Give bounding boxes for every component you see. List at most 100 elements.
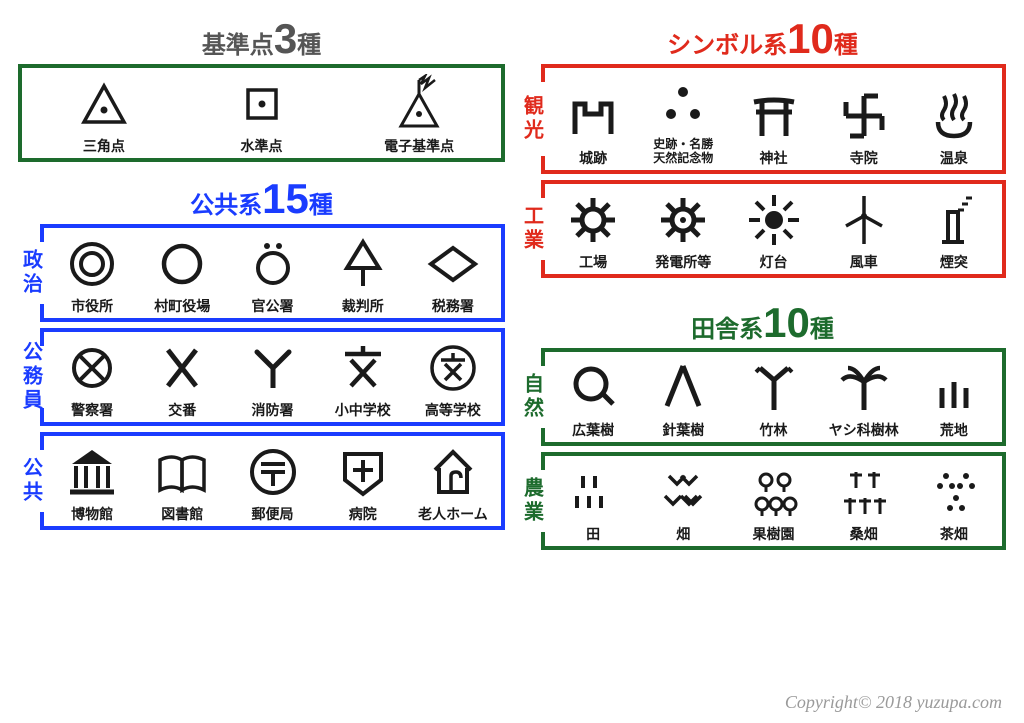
fusha-icon bbox=[834, 190, 894, 250]
section-kokyo: 公共系15種 政治市役所村町役場官公署裁判所税務署公務員警察署交番消防署小中学校… bbox=[18, 178, 505, 536]
kokyo-title-num: 15 bbox=[262, 175, 309, 222]
symbol-label: 村町役場 bbox=[154, 298, 210, 314]
group: 自然広葉樹針葉樹竹林ヤシ科樹林荒地 bbox=[519, 348, 1006, 446]
shinyo-icon bbox=[653, 358, 713, 418]
symbol-label: 果樹園 bbox=[753, 526, 795, 542]
symbol-label: 官公署 bbox=[252, 298, 294, 314]
section-inaka: 田舎系10種 自然広葉樹針葉樹竹林ヤシ科樹林荒地農業田畑果樹園桑畑茶畑 bbox=[519, 302, 1006, 556]
symbol-item: 工場 bbox=[549, 190, 637, 270]
symbol-item: 高等学校 bbox=[409, 338, 497, 418]
symbol-label: 茶畑 bbox=[940, 526, 968, 542]
kokyo-title-pre: 公共系 bbox=[190, 192, 262, 219]
symbol-title-pre: シンボル系 bbox=[667, 32, 787, 59]
symbol-label: 老人ホーム bbox=[418, 506, 488, 522]
kojo-icon bbox=[563, 190, 623, 250]
symbol-item: 針葉樹 bbox=[639, 358, 727, 438]
symbol-label: 裁判所 bbox=[342, 298, 384, 314]
section-symbol: シンボル系10種 観光城跡史跡・名勝天然記念物神社寺院温泉工業工場発電所等灯台風… bbox=[519, 18, 1006, 284]
onsen-icon bbox=[924, 86, 984, 146]
inaka-title-pre: 田舎系 bbox=[691, 316, 763, 343]
symbol-label: 消防署 bbox=[252, 402, 294, 418]
symbol-label: 水準点 bbox=[241, 138, 283, 154]
inaka-groups: 自然広葉樹針葉樹竹林ヤシ科樹林荒地農業田畑果樹園桑畑茶畑 bbox=[519, 348, 1006, 550]
symbol-label: 工場 bbox=[579, 254, 607, 270]
group-box: 博物館図書館郵便局病院 老人ホーム bbox=[44, 432, 505, 530]
page: 基準点3種 三角点水準点電子基準点 公共系15種 政治市役所村町役場官公署裁判所… bbox=[18, 18, 1006, 556]
ta-icon bbox=[563, 462, 623, 522]
symbol-item: 市役所 bbox=[48, 234, 136, 314]
kijun-title: 基準点3種 bbox=[18, 18, 505, 60]
shiseki-icon bbox=[653, 74, 713, 134]
symbol-title-num: 10 bbox=[787, 15, 834, 62]
symbol-label: 寺院 bbox=[850, 150, 878, 166]
inaka-title-suf: 種 bbox=[810, 316, 834, 343]
group-box: 城跡史跡・名勝天然記念物 神社 寺院 温泉 bbox=[545, 64, 1006, 174]
symbol-item: 裁判所 bbox=[319, 234, 407, 314]
symbol-item: 老人ホーム bbox=[409, 442, 497, 522]
jinja-icon bbox=[744, 86, 804, 146]
kijun-box: 三角点水準点電子基準点 bbox=[18, 64, 505, 162]
koko-icon bbox=[423, 338, 483, 398]
symbol-label: 神社 bbox=[760, 150, 788, 166]
symbol-item: 温泉 bbox=[910, 74, 998, 166]
hatsudensho-icon bbox=[653, 190, 713, 250]
symbol-label: 畑 bbox=[676, 526, 690, 542]
yashi-icon bbox=[834, 358, 894, 418]
symbol-item: 畑 bbox=[639, 462, 727, 542]
saibansho-icon bbox=[333, 234, 393, 294]
symbol-item: 図書館 bbox=[138, 442, 226, 522]
symbol-item: 茶畑 bbox=[910, 462, 998, 542]
symbol-label: 交番 bbox=[168, 402, 196, 418]
right-column: シンボル系10種 観光城跡史跡・名勝天然記念物神社寺院温泉工業工場発電所等灯台風… bbox=[519, 18, 1006, 556]
zeimusho-icon bbox=[423, 234, 483, 294]
symbol-label: 温泉 bbox=[940, 150, 968, 166]
group-box: 市役所 村町役場 官公署 裁判所 税務署 bbox=[44, 224, 505, 322]
kokyo-title: 公共系15種 bbox=[18, 178, 505, 220]
gakko-icon bbox=[333, 338, 393, 398]
symbol-item: 交番 bbox=[138, 338, 226, 418]
symbol-item: 史跡・名勝天然記念物 bbox=[639, 74, 727, 166]
jiin-icon bbox=[834, 86, 894, 146]
symbol-item: 税務署 bbox=[409, 234, 497, 314]
symbol-item: 寺院 bbox=[820, 74, 908, 166]
suijun-icon bbox=[232, 74, 292, 134]
group: 公務員警察署交番消防署小中学校高等学校 bbox=[18, 328, 505, 426]
kijun-group: 三角点水準点電子基準点 bbox=[18, 64, 505, 162]
inaka-title-num: 10 bbox=[763, 299, 810, 346]
section-kijun: 基準点3種 三角点水準点電子基準点 bbox=[18, 18, 505, 168]
symbol-label: 史跡・名勝天然記念物 bbox=[653, 138, 713, 166]
shobosho-icon bbox=[243, 338, 303, 398]
symbol-label: 小中学校 bbox=[335, 402, 391, 418]
symbol-item: 三角点 bbox=[26, 74, 182, 154]
hatake-icon bbox=[653, 462, 713, 522]
inaka-title: 田舎系10種 bbox=[519, 302, 1006, 344]
symbol-label: 針葉樹 bbox=[662, 422, 704, 438]
symbol-item: 病院 bbox=[319, 442, 407, 522]
symbol-label: 市役所 bbox=[71, 298, 113, 314]
symbol-item: ヤシ科樹林 bbox=[820, 358, 908, 438]
symbol-item: 郵便局 bbox=[228, 442, 316, 522]
rojin-icon bbox=[423, 442, 483, 502]
group: 工業工場発電所等灯台風車煙突 bbox=[519, 180, 1006, 278]
symbol-label: 煙突 bbox=[940, 254, 968, 270]
todai-icon bbox=[744, 190, 804, 250]
symbol-item: 博物館 bbox=[48, 442, 136, 522]
symbol-label: 税務署 bbox=[432, 298, 474, 314]
symbol-label: 荒地 bbox=[940, 422, 968, 438]
kankosho-icon bbox=[243, 234, 303, 294]
symbol-item: 灯台 bbox=[729, 190, 817, 270]
symbol-item: 煙突 bbox=[910, 190, 998, 270]
symbol-item: 神社 bbox=[729, 74, 817, 166]
denshi-icon bbox=[389, 74, 449, 134]
kijun-title-num: 3 bbox=[274, 15, 297, 62]
yubin-icon bbox=[243, 442, 303, 502]
symbol-item: 小中学校 bbox=[319, 338, 407, 418]
symbol-item: 城跡 bbox=[549, 74, 637, 166]
chikurin-icon bbox=[744, 358, 804, 418]
symbol-item: 果樹園 bbox=[729, 462, 817, 542]
symbol-item: 田 bbox=[549, 462, 637, 542]
symbol-groups: 観光城跡史跡・名勝天然記念物神社寺院温泉工業工場発電所等灯台風車煙突 bbox=[519, 64, 1006, 278]
left-column: 基準点3種 三角点水準点電子基準点 公共系15種 政治市役所村町役場官公署裁判所… bbox=[18, 18, 505, 556]
group-box: 田畑果樹園桑畑茶畑 bbox=[545, 452, 1006, 550]
symbol-label: 病院 bbox=[349, 506, 377, 522]
